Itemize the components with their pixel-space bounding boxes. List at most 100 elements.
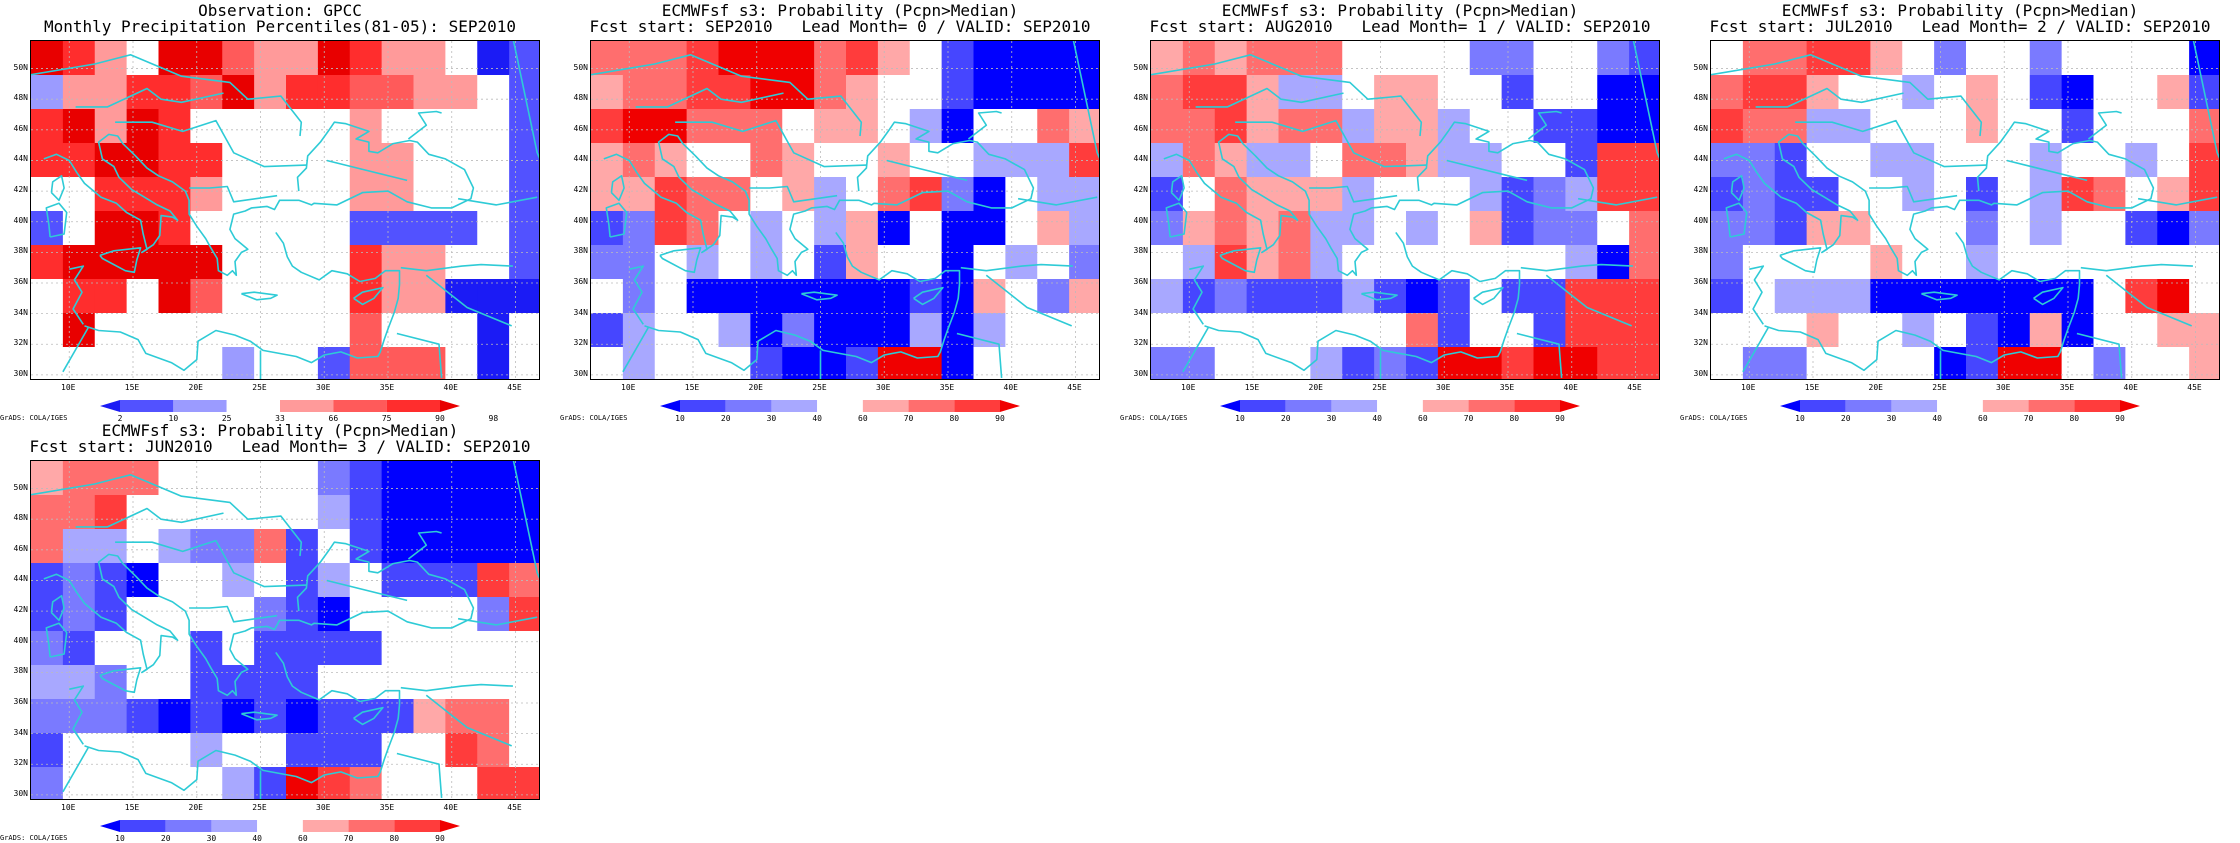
grid-cell (1437, 313, 1471, 348)
grid-cell (909, 75, 943, 110)
grid-cell (718, 313, 751, 348)
grid-cell (1806, 75, 1840, 110)
colorbar-label: 70 (1463, 414, 1474, 423)
grid-cell (591, 279, 624, 314)
grid-cell (126, 245, 160, 280)
coastline (2192, 41, 2219, 159)
coastline (1170, 175, 1185, 202)
lon-tick-label: 30E (876, 383, 891, 392)
grid-cell (877, 279, 911, 314)
grid-cell (1629, 41, 1659, 76)
grid-cell (1629, 347, 1659, 379)
grid-cell (158, 699, 191, 734)
grid-cell (654, 75, 688, 110)
precip-map-svg (1151, 41, 1659, 379)
grid-cell (94, 211, 128, 246)
grid-cell (1870, 279, 1903, 314)
coastline (99, 247, 142, 274)
grid-cell (909, 347, 943, 379)
coastline (457, 616, 538, 626)
coastline (1195, 87, 1344, 108)
map-panel: ECMWFsf s3: Probability (Pcpn>Median) Fcs… (1680, 0, 2240, 423)
coastline (43, 541, 475, 697)
grid-cell (254, 109, 287, 144)
coastline (353, 286, 384, 306)
coastline (1361, 291, 1398, 301)
grid-cell (686, 313, 720, 348)
grid-cell (1278, 279, 1311, 314)
grid-cell (1037, 75, 1070, 110)
grid-cell (782, 177, 815, 212)
precip-map-svg (591, 41, 1099, 379)
grid-cell (846, 211, 879, 246)
grid-cell (31, 529, 64, 564)
grid-cell (1870, 41, 1903, 76)
grid-cell (2061, 41, 2095, 76)
grid-cell (1037, 177, 1070, 212)
grid-cell (1934, 313, 1967, 348)
grid-cell (1214, 347, 1248, 379)
lat-tick-label: 48N (1133, 93, 1148, 103)
grid-cell (349, 461, 383, 496)
coastline (1749, 265, 1765, 325)
grid-cell (31, 495, 64, 530)
lat-tick-label: 34N (573, 307, 588, 317)
grid-cell (1966, 41, 1999, 76)
grid-cell (126, 279, 160, 314)
grid-cell (2061, 75, 2095, 110)
grid-cell (1182, 211, 1216, 246)
grid-cell (2125, 313, 2158, 348)
grid-cell (381, 597, 415, 632)
grid-cell (349, 279, 383, 314)
lon-tick-label: 10E (1181, 383, 1196, 392)
grid-cell (750, 347, 783, 379)
grid-cell (1533, 143, 1566, 178)
grid-cell (877, 313, 911, 348)
lat-tick-label: 44N (573, 154, 588, 164)
grid-cell (1742, 41, 1776, 76)
grid-cell (2157, 245, 2190, 280)
grid-cell (2029, 245, 2063, 280)
lat-tick-label: 34N (1693, 307, 1708, 317)
grid-cell (158, 313, 191, 348)
coastline (2033, 286, 2064, 306)
colorbar-label: 75 (381, 414, 392, 423)
grid-cell (413, 41, 446, 76)
grid-cell (1501, 313, 1535, 348)
grid-cell (509, 597, 539, 632)
grid-cell (349, 245, 383, 280)
grid-cell (1565, 75, 1598, 110)
grid-cell (254, 699, 287, 734)
grid-cell (1565, 245, 1598, 280)
grid-cell (445, 245, 478, 280)
grid-cell (286, 109, 319, 144)
grid-cell (654, 279, 688, 314)
coastline (886, 159, 968, 182)
grid-cell (750, 177, 783, 212)
grid-cell (2061, 245, 2095, 280)
grid-cell (445, 313, 478, 348)
lat-tick-label: 42N (13, 185, 28, 195)
grid-cell (591, 245, 624, 280)
lat-tick-label: 32N (1693, 338, 1708, 348)
grid-cell (381, 245, 415, 280)
grid-cell (1005, 109, 1038, 144)
grid-cell (1902, 41, 1935, 76)
grid-cell (413, 563, 446, 598)
grid-cell (1934, 177, 1967, 212)
coastline (75, 507, 224, 528)
grid-cell (1069, 177, 1099, 212)
grid-cell (445, 665, 478, 700)
grid-cell (349, 75, 383, 110)
lon-tick-label: 40E (2123, 383, 2138, 392)
coastline (2076, 332, 2123, 378)
colorbar-label: 90 (995, 414, 1005, 423)
lat-tick-label: 36N (573, 276, 588, 286)
grid-cell (973, 109, 1006, 144)
grid-cell (1902, 177, 1935, 212)
grid-cell (1469, 177, 1503, 212)
lat-tick-label: 32N (13, 758, 28, 768)
colorbar-label: 60 (1978, 414, 1988, 423)
grid-cell (1742, 211, 1776, 246)
grid-cell (909, 313, 943, 348)
